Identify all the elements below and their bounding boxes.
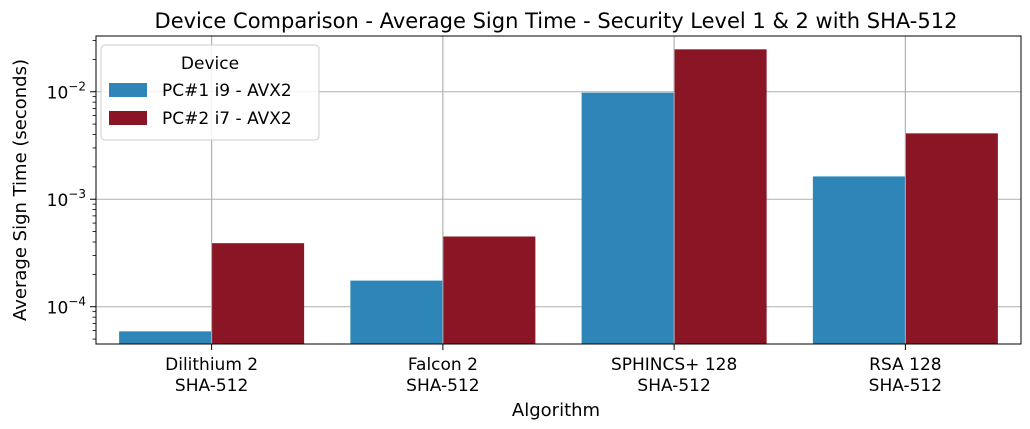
- bar-pc-1-i9-avx2: [812, 176, 906, 344]
- x-tick-label: RSA 128 SHA-512: [869, 355, 942, 396]
- legend-box: [100, 44, 320, 141]
- plot-frame: [95, 35, 1022, 345]
- bar-pc-2-i7-avx2: [674, 49, 767, 345]
- y-tick-label: 10−2: [47, 80, 86, 104]
- legend: Device PC#1 i9 - AVX2 PC#2 i7 - AVX2: [100, 44, 320, 141]
- x-tick-label: Dilithium 2 SHA-512: [165, 355, 258, 396]
- legend-title: Device: [181, 54, 239, 74]
- y-tick-label: 10−3: [47, 187, 86, 211]
- bar-pc-1-i9-avx2: [119, 331, 212, 344]
- bar-pc-2-i7-avx2: [442, 236, 536, 344]
- legend-entry-label: PC#2 i7 - AVX2: [162, 109, 292, 129]
- y-tick-label: 10−4: [47, 295, 86, 319]
- legend-swatch: [109, 111, 147, 125]
- bar-pc-2-i7-avx2: [905, 133, 998, 344]
- bar-pc-1-i9-avx2: [581, 92, 675, 344]
- x-tick-label: Falcon 2 SHA-512: [406, 355, 479, 396]
- bar-pc-2-i7-avx2: [211, 243, 305, 344]
- legend-swatch: [109, 83, 147, 97]
- x-tick-label: SPHINCS+ 128 SHA-512: [611, 355, 737, 396]
- legend-entry-label: PC#1 i9 - AVX2: [162, 81, 292, 101]
- bar-pc-1-i9-avx2: [350, 280, 443, 344]
- y-axis-label: Average Sign Time (seconds): [10, 59, 31, 321]
- plot-area: 10−4 10−3 10−2 Dilithium 2 SHA-512 Falcon 2 SH…: [47, 35, 1022, 396]
- chart-title: Device Comparison - Average Sign Time - …: [155, 9, 958, 33]
- x-axis-label: Algorithm: [512, 400, 600, 421]
